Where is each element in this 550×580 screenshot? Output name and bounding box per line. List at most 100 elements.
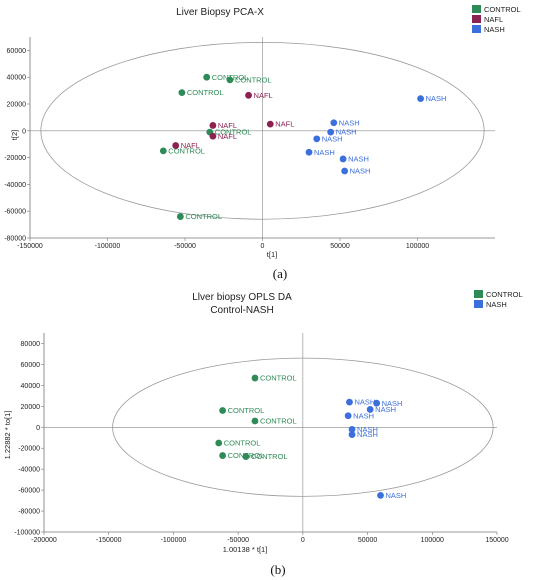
pca-point-control xyxy=(176,213,184,220)
opls-x-tick-label: -100000 xyxy=(161,537,187,544)
opls-point-nash xyxy=(377,491,384,499)
opls-x-tick-label: -200000 xyxy=(31,537,57,544)
opls-point-control xyxy=(242,453,250,460)
opls-x-tick-label: 0 xyxy=(301,537,305,544)
pca-x-tick-label: -100000 xyxy=(95,243,121,250)
opls-tick-labels: -200000 -150000 -100000 -50000 0 50000 100000 1… xyxy=(14,341,508,544)
pca-legend-label-control: CONTROL xyxy=(484,5,521,14)
pca-point-label: CONTROL xyxy=(185,212,222,221)
opls-x-tick-label: 50000 xyxy=(358,537,378,544)
pca-x-tick-label: -150000 xyxy=(17,243,43,250)
opls-point-control xyxy=(251,417,259,425)
opls-x-tick-label: -50000 xyxy=(227,537,249,544)
pca-point-nash xyxy=(339,155,347,163)
pca-y-tick-label: 0 xyxy=(22,128,26,135)
pca-legend-label-nafl: NAFL xyxy=(484,15,503,24)
pca-y-tick-label: 60000 xyxy=(7,48,27,55)
opls-y-tick-label: 20000 xyxy=(21,404,41,411)
pca-y-tick-label: -80000 xyxy=(4,236,26,243)
pca-axes xyxy=(29,37,495,239)
pca-point-label: CONTROL xyxy=(187,88,224,97)
pca-point-label: NASH xyxy=(339,118,360,127)
opls-point-label: NASH xyxy=(386,491,407,500)
pca-point-nash xyxy=(305,148,313,156)
opls-point-control xyxy=(219,452,227,459)
pca-y-tick-label: -20000 xyxy=(4,155,26,162)
opls-point-nash xyxy=(373,399,381,407)
pca-point-label: CONTROL xyxy=(168,147,205,156)
pca-legend-label-nash: NASH xyxy=(484,25,505,34)
opls-point-label: NASH xyxy=(375,405,396,414)
opls-point-label: CONTROL xyxy=(228,406,265,415)
pca-point-nash xyxy=(417,95,424,103)
pca-point-nafl xyxy=(172,142,180,149)
pca-chart: Liver Biopsy PCA-X -150000 -100000 -50000 0… xyxy=(4,5,521,281)
opls-point-label: CONTROL xyxy=(251,452,288,461)
opls-point-nash xyxy=(348,431,356,438)
pca-y-tick-label: -40000 xyxy=(4,182,26,189)
pca-point-nash xyxy=(341,167,349,175)
pca-ellipse-layer xyxy=(40,41,485,220)
pca-point-control xyxy=(226,76,234,84)
opls-confidence-ellipse xyxy=(112,357,494,497)
opls-legend-swatch-control xyxy=(474,290,483,298)
pca-y-tick-label: 40000 xyxy=(7,75,27,82)
opls-point-label: CONTROL xyxy=(224,439,261,448)
pca-tick-labels: -150000 -100000 -50000 0 50000 100000 -80000 -6… xyxy=(4,48,429,250)
opls-y-tick-label: 60000 xyxy=(21,362,41,369)
opls-x-tick-label: 150000 xyxy=(485,537,508,544)
opls-point-nash xyxy=(344,412,352,420)
pca-point-label: CONTROL xyxy=(215,128,252,137)
opls-point-label: NASH xyxy=(357,425,378,434)
pca-point-label: NAFL xyxy=(254,91,273,100)
pca-point-nafl xyxy=(209,132,217,140)
pca-point-control xyxy=(178,89,186,97)
opls-points: CONTROLCONTROLCONTROLCONTROLCONTROLCONTR… xyxy=(215,374,406,500)
pca-point-label: NAFL xyxy=(218,121,237,130)
opls-point-label: NASH xyxy=(354,398,375,407)
opls-point-label: NASH xyxy=(382,399,403,408)
pca-point-control xyxy=(159,147,167,155)
pca-x-tick-label: 100000 xyxy=(406,243,429,250)
pca-x-tick-label: 50000 xyxy=(330,243,350,250)
pca-point-nafl xyxy=(266,120,274,128)
pca-chart-title: Liver Biopsy PCA-X xyxy=(176,7,264,18)
opls-da-chart: Llver biopsy OPLS DA Control-NASH -20000… xyxy=(3,290,523,577)
pca-point-label: CONTROL xyxy=(235,75,272,84)
pca-point-label: NASH xyxy=(426,94,447,103)
opls-point-label: CONTROL xyxy=(260,417,297,426)
opls-y-tick-label: 40000 xyxy=(21,383,41,390)
pca-point-nafl xyxy=(245,91,252,99)
pca-point-label: NAFL xyxy=(275,120,294,129)
opls-y-axis-label: 1.22882 * to[1] xyxy=(3,411,12,460)
opls-y-tick-label: -80000 xyxy=(18,509,40,516)
opls-point-control xyxy=(251,374,259,382)
pca-y-axis-label: t[2] xyxy=(10,130,19,140)
pca-point-nafl xyxy=(209,122,217,129)
pca-x-tick-label: 0 xyxy=(261,243,265,250)
opls-point-control xyxy=(215,439,223,447)
pca-legend-swatch-nafl xyxy=(472,15,481,23)
panel-label-b: (b) xyxy=(270,562,285,577)
pca-point-label: NAFL xyxy=(218,132,237,141)
opls-x-tick-label: -150000 xyxy=(96,537,122,544)
opls-legend-swatch-nash xyxy=(474,300,483,308)
pca-point-label: NASH xyxy=(350,167,371,176)
pca-y-tick-label: -60000 xyxy=(4,209,26,216)
pca-point-nash xyxy=(327,128,335,136)
pca-x-axis-label: t[1] xyxy=(267,250,277,259)
pca-y-tick-label: 20000 xyxy=(7,102,27,109)
opls-legend-label-control: CONTROL xyxy=(486,290,523,299)
pca-point-label: NASH xyxy=(336,128,357,137)
opls-ellipse-layer xyxy=(112,357,494,497)
panel-label-a: (a) xyxy=(273,266,287,281)
pca-points: CONTROLCONTROLCONTROLCONTROLCONTROLCONTR… xyxy=(159,73,447,221)
opls-point-label: NASH xyxy=(353,411,374,420)
opls-y-tick-label: -60000 xyxy=(18,488,40,495)
opls-axes xyxy=(43,333,497,533)
pca-point-label: NASH xyxy=(322,134,343,143)
opls-point-control xyxy=(219,407,227,414)
pca-point-label: NASH xyxy=(348,155,369,164)
